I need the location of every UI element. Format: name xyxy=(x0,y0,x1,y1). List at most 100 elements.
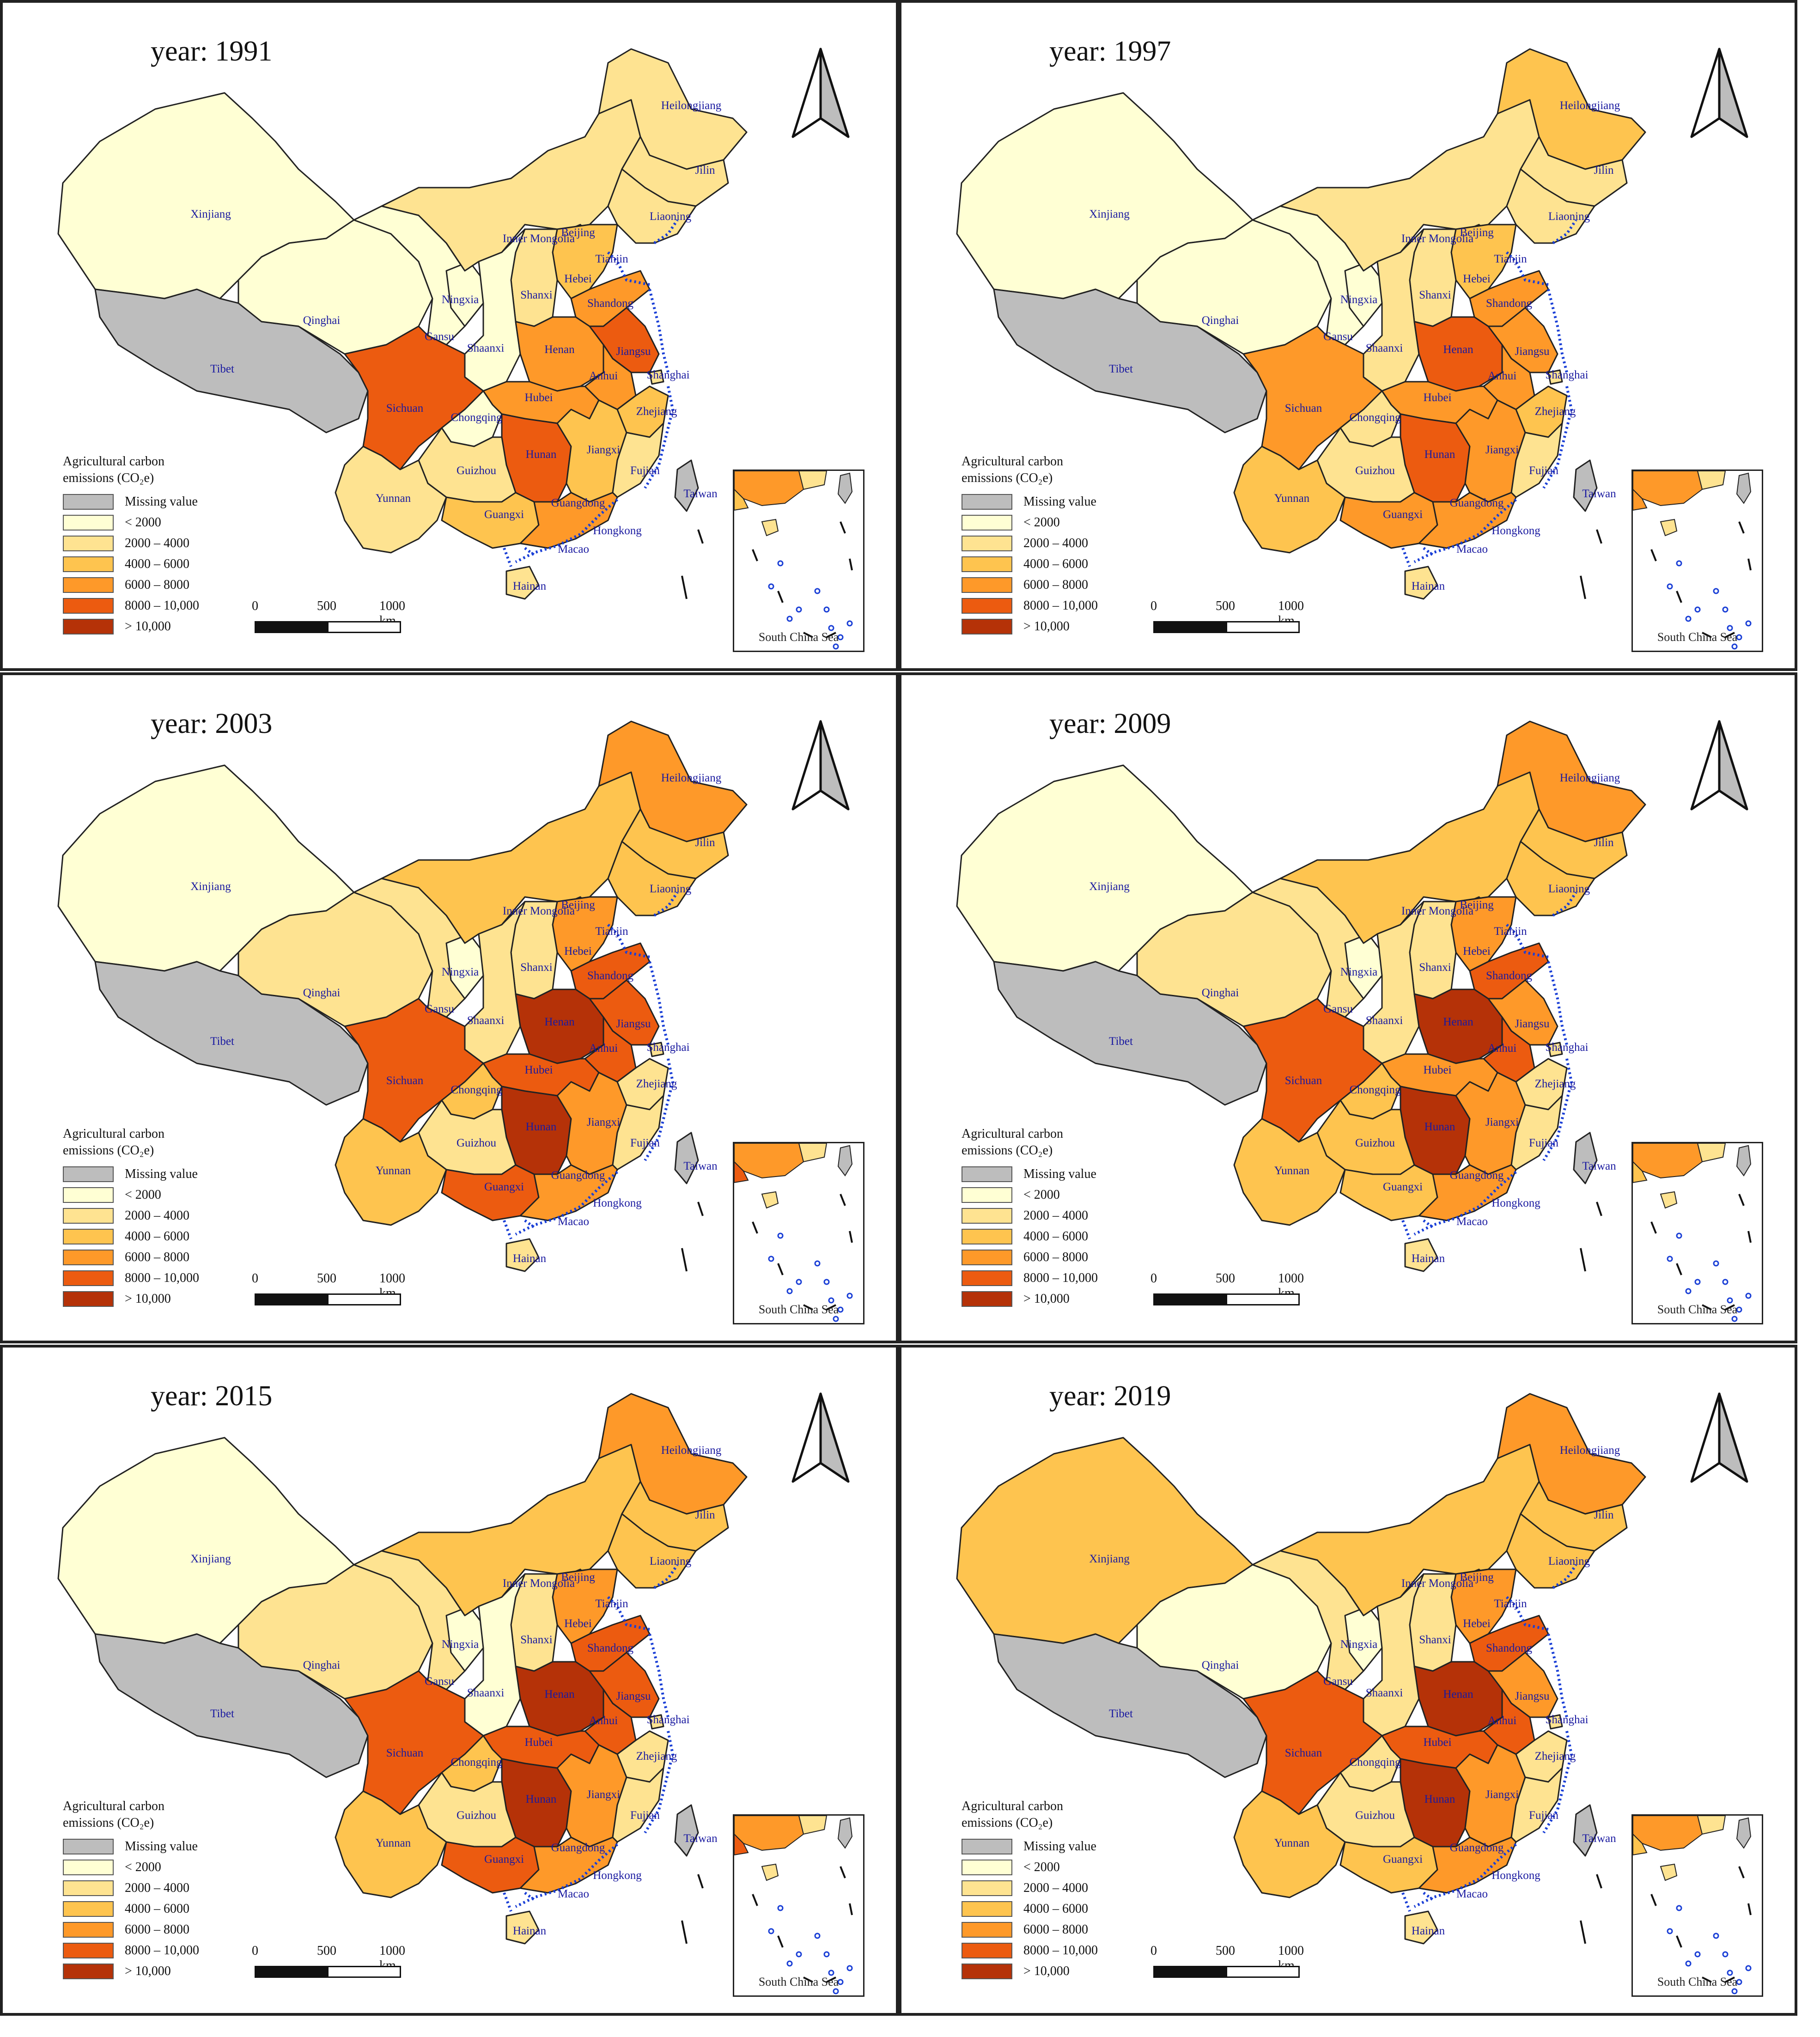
coastline xyxy=(1552,1564,1577,1589)
inset-island xyxy=(786,1288,793,1294)
legend-title: Agricultural carbon emissions (CO₂e) xyxy=(962,453,1098,487)
inset-dash xyxy=(826,1976,836,1983)
coastline xyxy=(648,961,670,1045)
province-label: Guizhou xyxy=(457,464,497,477)
inset-dash xyxy=(840,1194,846,1206)
province-label: Jilin xyxy=(1594,836,1614,849)
province-label: Henan xyxy=(544,1688,575,1701)
map-panel: Xinjiang Tibet Qinghai Gansu Ningxia Inner Mo… xyxy=(899,1345,1797,2016)
province-label: Guangxi xyxy=(484,1853,524,1866)
coastline xyxy=(503,1220,512,1240)
legend-swatch xyxy=(63,1921,114,1938)
inset-mainland xyxy=(798,1143,828,1163)
coastline xyxy=(1552,219,1577,244)
legend-title: Agricultural carbon emissions (CO₂e) xyxy=(63,1126,199,1159)
legend-swatch xyxy=(962,535,1012,551)
inset-hainan xyxy=(761,1191,779,1209)
inset-mainland xyxy=(1697,1143,1726,1163)
inset-island xyxy=(823,606,830,613)
inset-dash xyxy=(777,1935,784,1948)
province-label: Anhui xyxy=(1488,1042,1517,1055)
inset-map xyxy=(734,471,853,650)
inset-island xyxy=(846,1293,853,1299)
legend-item: Missing value xyxy=(63,491,199,512)
inset-hainan xyxy=(761,1863,779,1881)
map-panel: Xinjiang Tibet Qinghai Gansu Ningxia Inner Mo… xyxy=(0,672,899,1343)
inset-dash xyxy=(1650,1221,1657,1234)
legend-item: < 2000 xyxy=(962,1857,1098,1878)
province-label: Heilongjiang xyxy=(1560,99,1620,112)
province-label: Taiwan xyxy=(683,1832,718,1845)
province-label: Shanghai xyxy=(1545,369,1588,381)
year-title: year: 1997 xyxy=(1049,36,1171,67)
china-map: Xinjiang Tibet Qinghai Gansu Ningxia Inner Mo… xyxy=(57,720,748,1272)
inset-hainan xyxy=(1660,1863,1678,1881)
province-taiwan xyxy=(674,459,699,512)
province-liaoning xyxy=(1506,168,1595,244)
province-label: Zhejiang xyxy=(636,1750,677,1763)
coastline xyxy=(653,1564,679,1589)
legend-swatch xyxy=(962,1208,1012,1224)
province-liaoning xyxy=(607,841,697,916)
legend-swatch xyxy=(962,494,1012,510)
province-label: Guangxi xyxy=(484,1181,524,1193)
inset-dash xyxy=(1702,632,1712,638)
province-label: Taiwan xyxy=(683,1160,718,1172)
province-label: Hunan xyxy=(1424,448,1455,461)
legend-item: 4000 – 6000 xyxy=(962,1226,1098,1247)
province-label: Shaanxi xyxy=(1366,342,1403,354)
legend-label: 4000 – 6000 xyxy=(1023,1901,1088,1916)
legend-item: Missing value xyxy=(63,1836,199,1857)
legend-label: Missing value xyxy=(1023,494,1096,509)
inset-dash xyxy=(1738,1194,1745,1206)
legend-label: > 10,000 xyxy=(125,619,171,634)
inset-mainland xyxy=(798,471,828,490)
boundary-dash xyxy=(681,1248,688,1272)
inset-hainan xyxy=(1660,518,1678,537)
scale-segment-light xyxy=(1226,1966,1300,1978)
coastline xyxy=(1505,1596,1549,1631)
legend-label: 2000 – 4000 xyxy=(125,1880,189,1895)
province-label: Hunan xyxy=(526,448,557,461)
province-label: Sichuan xyxy=(386,402,424,415)
north-arrow-icon xyxy=(791,720,850,811)
legend-title: Agricultural carbon emissions (CO₂e) xyxy=(63,453,199,487)
legend-item: 6000 – 8000 xyxy=(962,1919,1098,1940)
inset-island xyxy=(1722,606,1729,613)
inset-mainland xyxy=(1633,1833,1648,1856)
province-label: Beijing xyxy=(561,1571,595,1584)
legend-label: 4000 – 6000 xyxy=(1023,556,1088,571)
south-china-sea-inset: South China Sea xyxy=(733,1142,864,1324)
inset-mainland xyxy=(734,1833,749,1856)
inset-dash xyxy=(849,1903,853,1915)
legend-swatch xyxy=(962,1859,1012,1875)
coastline xyxy=(503,547,512,567)
legend-swatch xyxy=(962,1963,1012,1979)
legend-item: 6000 – 8000 xyxy=(962,574,1098,595)
province-label: Chongqing xyxy=(1349,1084,1401,1096)
province-label: Shanxi xyxy=(520,1634,553,1646)
legend-item: Missing value xyxy=(962,491,1098,512)
legend-title-line2: emissions (CO₂e) xyxy=(962,471,1053,485)
legend-swatch xyxy=(962,1166,1012,1182)
province-label: Gansu xyxy=(425,1003,454,1015)
legend-label: 8000 – 10,000 xyxy=(125,1270,199,1285)
inset-dash xyxy=(803,1304,813,1311)
province-label: Tibet xyxy=(1109,363,1133,375)
coastline xyxy=(1505,251,1549,286)
province-label: Chongqing xyxy=(1349,1756,1401,1769)
city-label: Hongkong xyxy=(593,1197,642,1209)
legend-title-line1: Agricultural carbon xyxy=(962,1127,1064,1141)
province-label: Guangdong xyxy=(1450,1169,1504,1182)
legend-label: 8000 – 10,000 xyxy=(1023,1943,1098,1958)
legend-item: 4000 – 6000 xyxy=(63,554,199,574)
inset-island xyxy=(814,1260,821,1267)
province-label: Guangdong xyxy=(1450,1842,1504,1854)
legend-title: Agricultural carbon emissions (CO₂e) xyxy=(962,1798,1098,1831)
inset-taiwan xyxy=(1736,472,1752,504)
inset-dash xyxy=(1676,1263,1682,1275)
province-label: Hebei xyxy=(564,273,592,285)
province-label: Yunnan xyxy=(376,1837,411,1849)
inset-island xyxy=(786,1960,793,1967)
legend-item: Missing value xyxy=(962,1164,1098,1184)
